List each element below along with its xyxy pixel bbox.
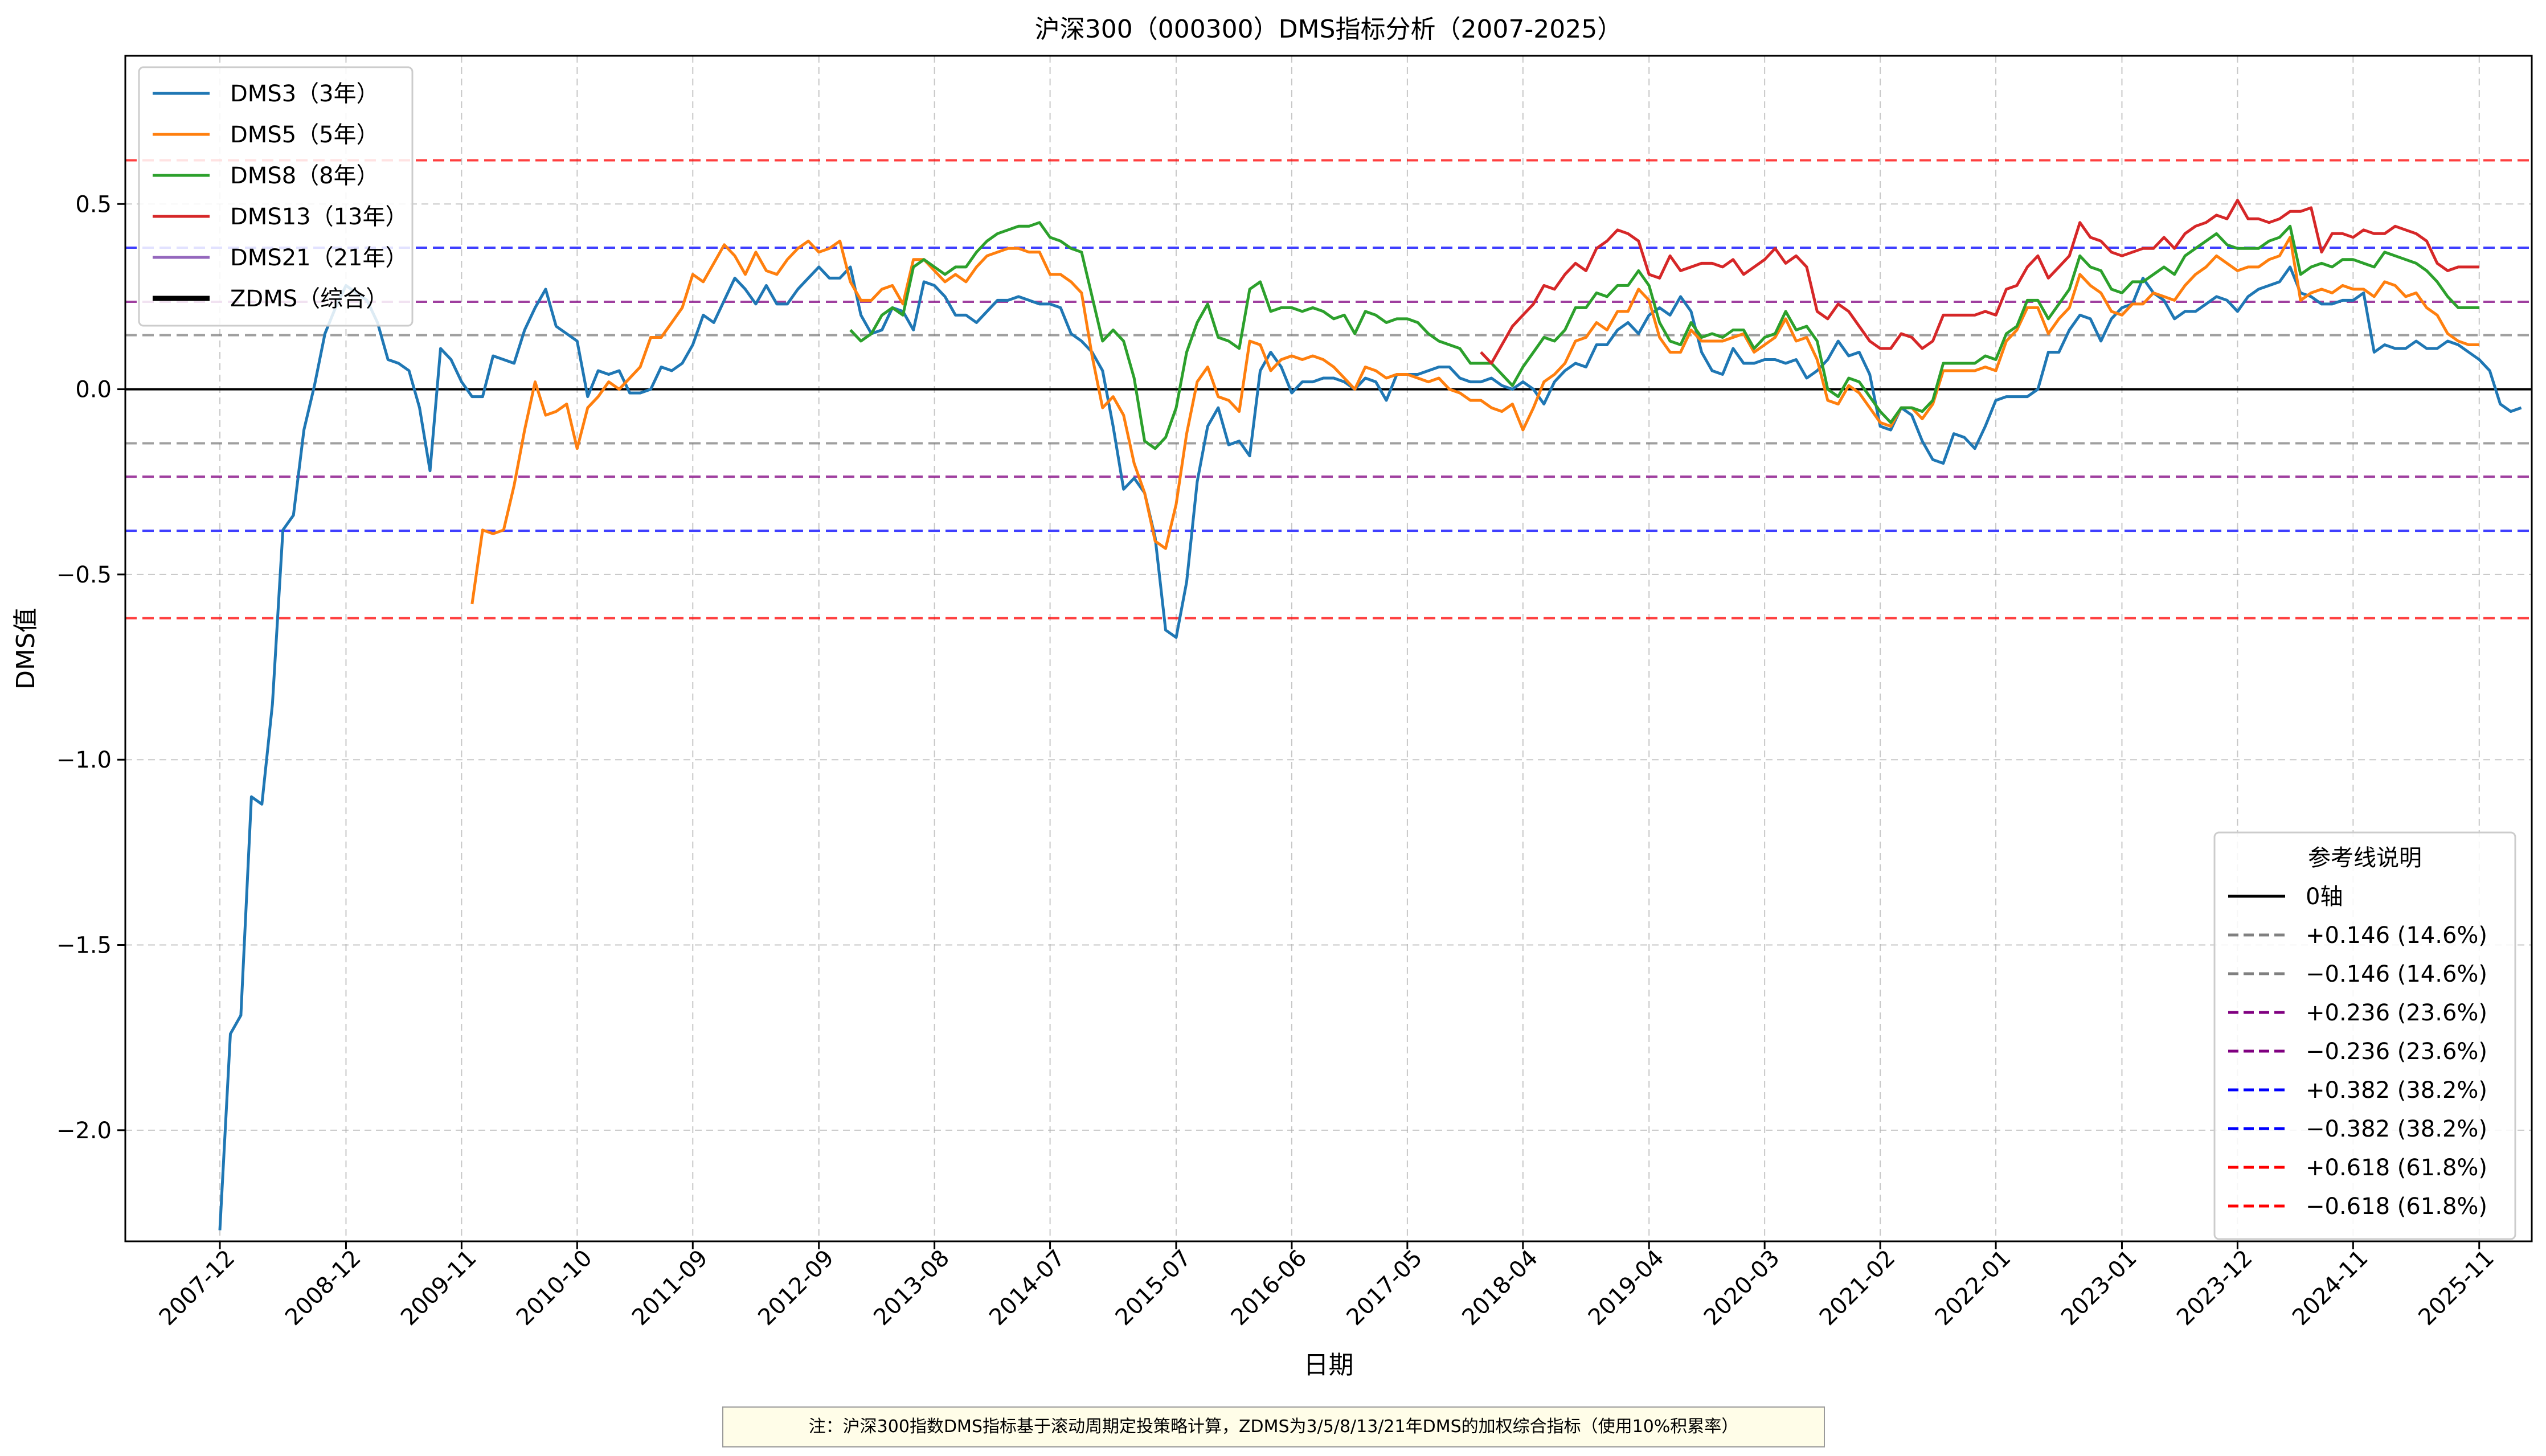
series-lines [218, 199, 2522, 1231]
y-tick-label: −1.5 [56, 933, 112, 959]
legend-label: 0轴 [2306, 884, 2343, 910]
y-tick-label: −2.0 [56, 1118, 112, 1144]
legend-label: −0.382 (38.2%) [2306, 1116, 2487, 1142]
legend-label: +0.382 (38.2%) [2306, 1077, 2487, 1104]
y-tick-label: 0.0 [75, 377, 112, 403]
y-axis-label: DMS值 [11, 608, 40, 690]
series-legend: DMS3（3年） DMS5（5年） DMS8（8年） DMS13（13年） DMS21（… [138, 66, 414, 327]
series-line [470, 236, 2479, 605]
legend-label: DMS3（3年） [230, 81, 379, 107]
legend-label: DMS5（5年） [230, 122, 379, 148]
legend-label: −0.236 (23.6%) [2306, 1039, 2487, 1065]
legend-label: −0.618 (61.8%) [2306, 1193, 2487, 1220]
legend-label: DMS8（8年） [230, 163, 379, 189]
y-tick-label: 0.5 [75, 191, 112, 218]
legend-label: ZDMS（综合） [230, 286, 388, 312]
reference-legend-title: 参考线说明 [2308, 845, 2422, 871]
legend-label: −0.146 (14.6%) [2306, 961, 2487, 987]
reference-lines [125, 159, 2532, 620]
legend-label: +0.236 (23.6%) [2306, 1000, 2487, 1026]
footnote: 注：沪深300指数DMS指标基于滚动周期定投策略计算，ZDMS为3/5/8/13… [722, 1406, 1825, 1447]
legend-label: DMS21（21年） [230, 245, 408, 271]
chart-title: 沪深300（000300）DMS指标分析（2007-2025） [1035, 15, 1623, 44]
y-tick-label: −0.5 [56, 562, 112, 588]
plot-frame [124, 55, 2533, 1242]
reference-legend: 参考线说明 0轴 +0.146 (14.6%) −0.146 (14.6%) +0.23… [2213, 831, 2516, 1240]
series-line [1480, 199, 2479, 365]
legend-label: +0.146 (14.6%) [2306, 922, 2487, 949]
series-legend-box [138, 66, 414, 327]
x-axis-label: 日期 [1304, 1351, 1354, 1380]
y-tick-label: −1.0 [56, 747, 112, 773]
legend-label: DMS13（13年） [230, 204, 408, 230]
legend-label: +0.618 (61.8%) [2306, 1155, 2487, 1181]
series-line [218, 265, 2522, 1231]
reference-legend-box [2213, 831, 2516, 1240]
series-line [849, 221, 2479, 450]
grid-lines [125, 56, 2532, 1241]
